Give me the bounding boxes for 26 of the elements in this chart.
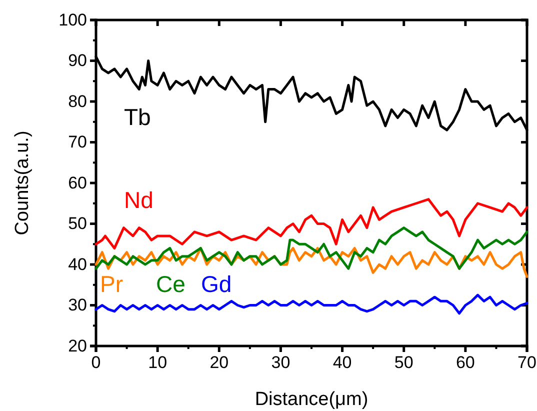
x-axis-title: Distance(μm): [254, 389, 368, 410]
x-tick-label: 70: [518, 353, 536, 372]
line-series: [94, 226, 528, 270]
x-tick-label: 50: [394, 353, 414, 372]
x-tick-label: 60: [456, 353, 475, 372]
y-tick-label: 100: [58, 10, 87, 30]
y-tick-label: 30: [68, 296, 87, 315]
y-tick-label: 70: [68, 132, 87, 152]
x-tick-label: 10: [148, 353, 168, 372]
y-axis-title: Counts(a.u.): [12, 130, 33, 236]
series-label: Pr: [100, 271, 124, 297]
series-label: Gd: [201, 271, 232, 297]
y-tick-label: 20: [68, 336, 87, 356]
x-tick-label: 40: [332, 353, 352, 372]
y-tick-label: 50: [68, 214, 87, 234]
series-label: Tb: [124, 104, 151, 130]
series-label: Ce: [156, 271, 186, 297]
y-tick-label: 40: [68, 254, 87, 274]
x-tick-label: 30: [271, 353, 290, 372]
y-tick-label: 80: [68, 92, 87, 111]
y-tick-label: 90: [68, 51, 87, 70]
x-tick-label: 0: [91, 353, 101, 372]
x-tick-label: 20: [210, 353, 229, 372]
y-tick-label: 60: [68, 173, 87, 192]
series-label: Nd: [124, 187, 154, 213]
line-series: [94, 294, 528, 315]
